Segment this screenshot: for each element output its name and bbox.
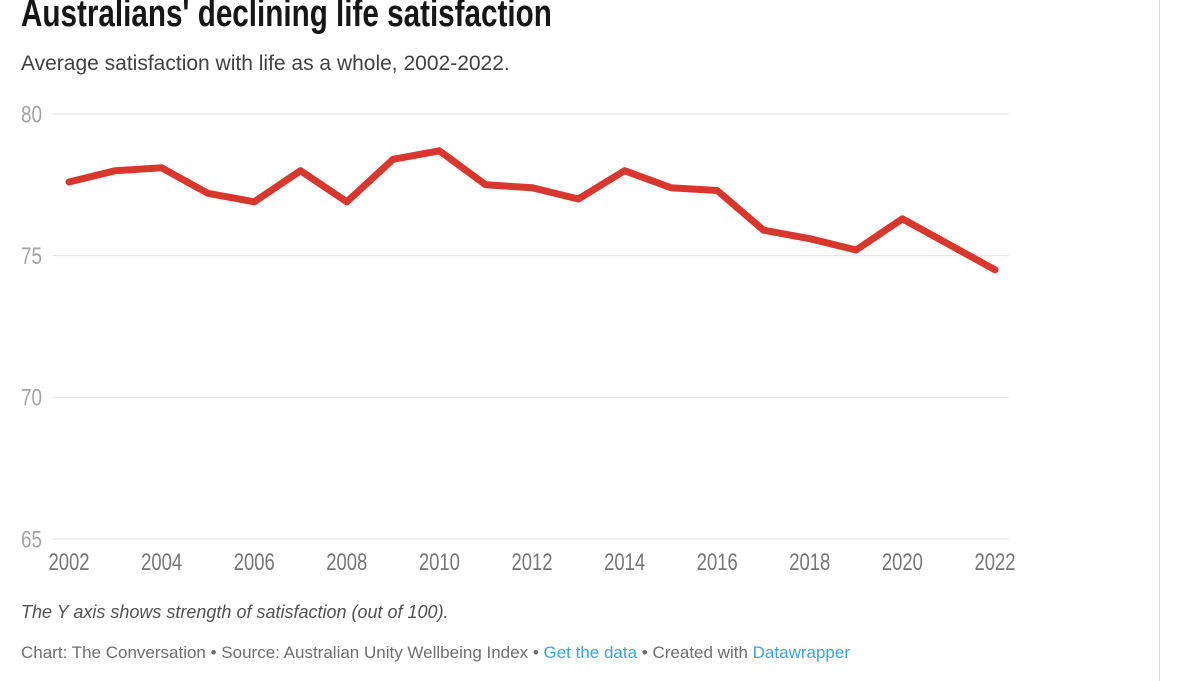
x-axis-tick-label: 2022: [975, 549, 1016, 576]
chart-byline: Chart: The Conversation • Source: Austra…: [21, 643, 850, 663]
y-axis-tick-label: 70: [21, 385, 42, 412]
x-axis-tick-label: 2002: [49, 549, 90, 576]
chart-title: Australians' declining life satisfaction: [21, 0, 552, 35]
y-axis-tick-label: 75: [21, 243, 42, 270]
x-axis-tick-label: 2004: [141, 549, 182, 576]
created-with-text: Created with: [652, 643, 753, 662]
y-axis-tick-label: 80: [21, 101, 42, 128]
y-axis-note: The Y axis shows strength of satisfactio…: [21, 602, 449, 622]
x-axis-tick-label: 2014: [604, 549, 645, 576]
x-axis-tick-label: 2012: [512, 549, 553, 576]
satisfaction-line-series: [65, 147, 999, 274]
x-axis-tick-label: 2010: [419, 549, 460, 576]
frame-border-right: [1159, 0, 1160, 681]
chart-subtitle: Average satisfaction with life as a whol…: [21, 52, 510, 75]
byline-separator: •: [637, 643, 653, 662]
byline-text: Chart: The Conversation • Source: Austra…: [21, 643, 529, 662]
datawrapper-link[interactable]: Datawrapper: [752, 643, 850, 662]
byline-separator: •: [528, 643, 544, 662]
x-axis-tick-label: 2016: [697, 549, 738, 576]
get-the-data-link[interactable]: Get the data: [543, 643, 638, 662]
y-axis-tick-label: 65: [21, 526, 42, 553]
x-axis-tick-label: 2020: [882, 549, 923, 576]
x-axis-tick-label: 2008: [326, 549, 367, 576]
x-axis-tick-label: 2018: [789, 549, 830, 576]
x-axis-tick-label: 2006: [234, 549, 275, 576]
